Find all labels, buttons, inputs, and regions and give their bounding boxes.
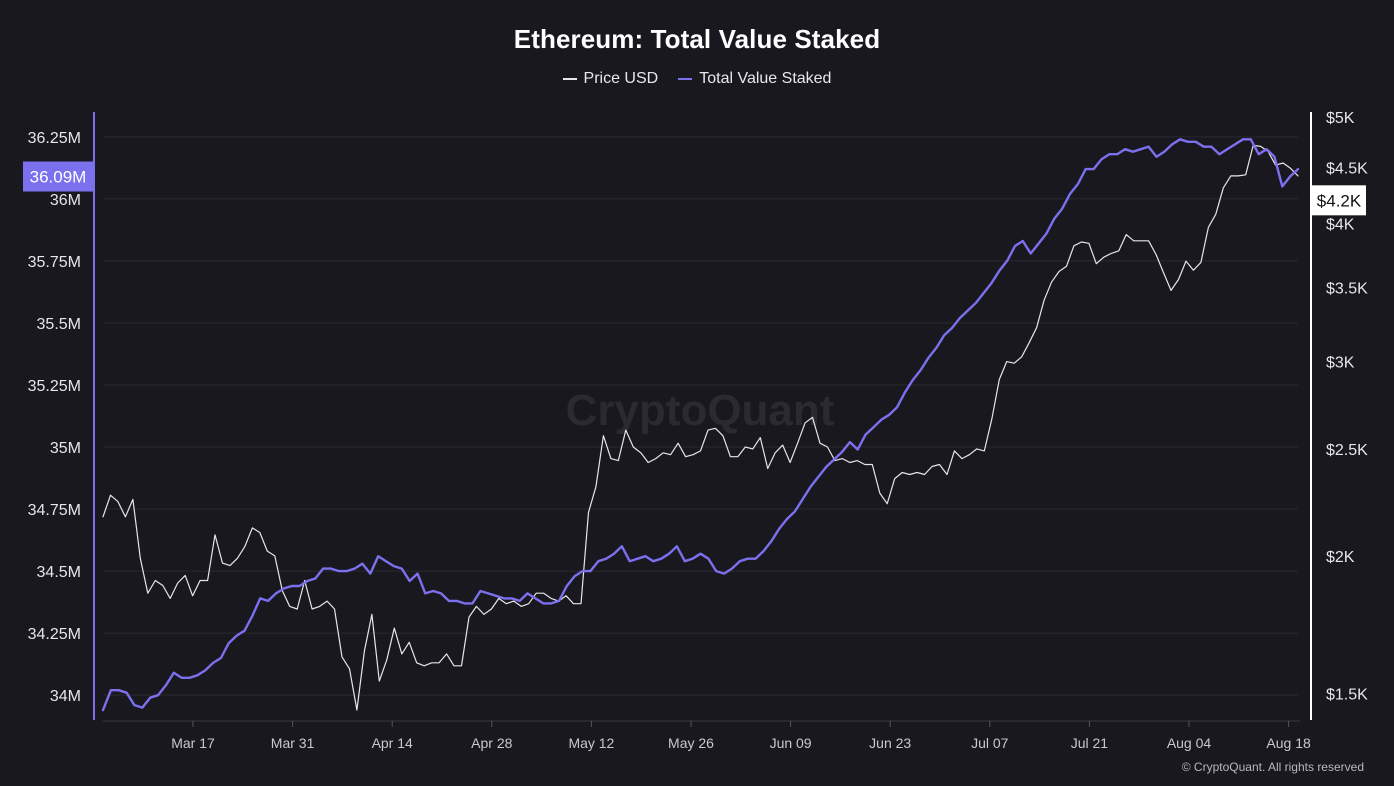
watermark: CryptoQuant <box>566 386 835 435</box>
current-value-badge-left <box>23 161 93 192</box>
legend-swatch-price <box>562 78 577 80</box>
x-tick-label: Aug 18 <box>1266 735 1311 751</box>
y-left-tick-label: 34.25M <box>28 626 81 643</box>
y-right-tick-label: $4K <box>1326 217 1355 234</box>
y-left-tick-label: 35.25M <box>28 378 81 395</box>
current-value-label-left: 36.09M <box>30 168 87 187</box>
x-tick-label: Jun 09 <box>770 735 812 751</box>
x-tick-label: Apr 14 <box>372 735 413 751</box>
x-tick-label: Jul 07 <box>971 735 1009 751</box>
legend-item-staked[interactable]: Total Value Staked <box>678 70 831 88</box>
y-left-tick-label: 35.5M <box>37 316 81 333</box>
y-right-tick-label: $3K <box>1326 355 1355 372</box>
y-right-tick-label: $2.5K <box>1326 442 1368 459</box>
x-tick-label: May 26 <box>668 735 714 751</box>
legend-swatch-staked <box>678 78 693 80</box>
legend-label-price: Price USD <box>583 70 659 87</box>
current-value-label-right: $4.2K <box>1317 191 1362 210</box>
y-left-tick-label: 34.5M <box>37 564 81 581</box>
y-right-tick-label: $1.5K <box>1326 687 1368 704</box>
legend: Price USD Total Value Staked <box>0 70 1394 88</box>
x-tick-label: Jul 21 <box>1071 735 1109 751</box>
y-left-tick-label: 34M <box>50 688 81 705</box>
legend-item-price[interactable]: Price USD <box>562 70 659 88</box>
x-tick-label: Mar 17 <box>171 735 215 751</box>
y-left-tick-label: 35M <box>50 440 81 457</box>
y-left-tick-label: 36.25M <box>28 130 81 147</box>
series-line-staked <box>101 138 1300 712</box>
current-value-badge-right <box>1312 185 1366 216</box>
y-right-tick-label: $3.5K <box>1326 281 1368 298</box>
x-tick-label: Apr 28 <box>471 735 512 751</box>
series-line-price <box>102 144 1299 711</box>
x-tick-label: May 12 <box>568 735 614 751</box>
y-left-tick-label: 36M <box>50 192 81 209</box>
y-left-tick-label: 35.75M <box>28 254 81 271</box>
x-tick-label: Mar 31 <box>271 735 315 751</box>
y-right-tick-label: $4.5K <box>1326 160 1368 177</box>
legend-label-staked: Total Value Staked <box>699 70 832 87</box>
y-right-tick-label: $2K <box>1326 549 1355 566</box>
x-tick-label: Aug 04 <box>1167 735 1212 751</box>
chart-title: Ethereum: Total Value Staked <box>513 24 881 54</box>
y-left-tick-label: 34.75M <box>28 502 81 519</box>
x-tick-label: Jun 23 <box>869 735 911 751</box>
y-right-tick-label: $5K <box>1326 110 1355 127</box>
copyright-footer: © CryptoQuant. All rights reserved <box>1181 760 1364 774</box>
